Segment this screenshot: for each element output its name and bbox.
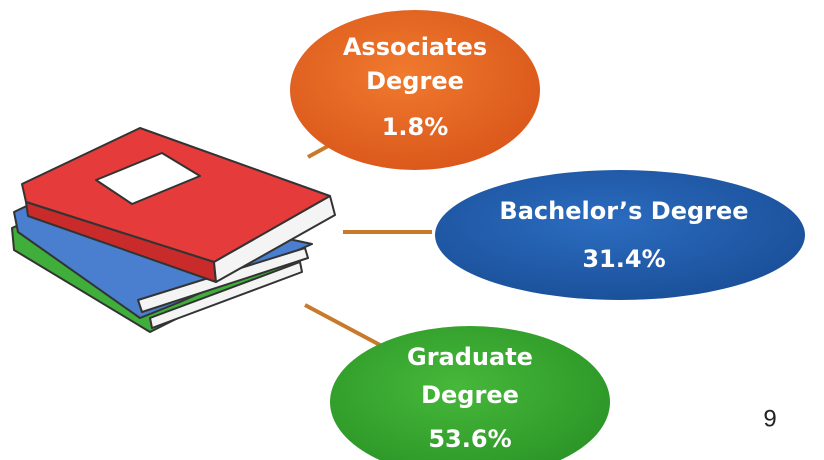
connectors [305,145,432,345]
node-value: 31.4% [582,245,665,273]
node-label: Degree [421,381,519,409]
connector [305,305,380,345]
node-label: Associates [343,33,487,61]
page-number: 9 [763,405,776,432]
node-value: 53.6% [428,425,511,453]
node-label: Graduate [407,343,533,371]
node-label: Bachelor’s Degree [499,197,748,225]
connector [308,145,330,157]
books-illustration [12,128,335,332]
node-ellipse [435,170,805,300]
node-value: 1.8% [382,113,449,141]
node-label: Degree [366,67,464,95]
infographic: Associates Degree 1.8% Bachelor’s Degree… [0,0,824,460]
page: Associates Degree 1.8% Bachelor’s Degree… [0,0,824,460]
